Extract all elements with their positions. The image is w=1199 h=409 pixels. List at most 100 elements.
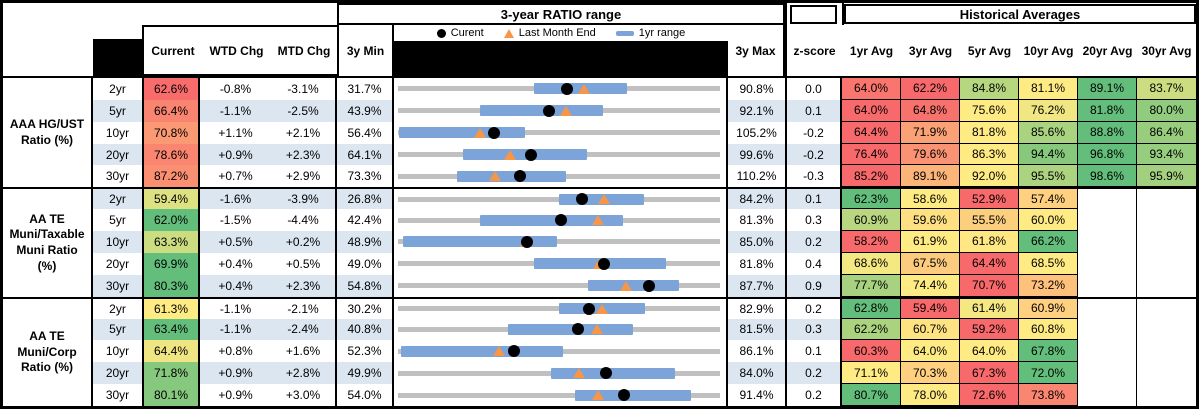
mtd-chg-cell: +2.3% xyxy=(271,274,337,297)
wtd-chg-cell: +0.9% xyxy=(200,384,271,406)
last-month-end-triangle-icon xyxy=(503,28,514,38)
range-chart-cell xyxy=(394,296,728,319)
avg-cell: 73.8% xyxy=(1019,384,1078,406)
current-marker xyxy=(543,104,556,117)
z-score-cell: 0.4 xyxy=(785,252,842,275)
min-cell: 49.0% xyxy=(337,252,394,275)
avg-cell: 88.8% xyxy=(1078,121,1137,144)
mtd-chg-cell: -2.5% xyxy=(271,99,337,122)
legend-range-label: 1yr range xyxy=(638,27,686,39)
col-1yr-avg: 1yr Avg xyxy=(842,25,901,76)
col-3yr-avg: 3yr Avg xyxy=(901,25,960,76)
z-score-cell: -0.2 xyxy=(785,143,842,166)
avg-cell: 64.4% xyxy=(842,121,901,144)
range-1yr-bar xyxy=(400,345,563,357)
avg-cell: 60.7% xyxy=(901,318,960,341)
current-cell: 59.4% xyxy=(142,187,200,210)
z-score-cell: 0.3 xyxy=(785,209,842,232)
avg-cell: 58.6% xyxy=(901,187,960,210)
range-1yr-bar xyxy=(399,127,526,139)
avg-cell: 76.2% xyxy=(1019,99,1078,122)
avg-cell: 95.5% xyxy=(1019,165,1078,188)
current-cell: 62.6% xyxy=(142,78,200,100)
last-month-end-marker xyxy=(493,346,506,357)
z-score-cell: 0.2 xyxy=(785,231,842,253)
avg-cell xyxy=(1078,252,1137,275)
current-marker xyxy=(555,214,568,227)
legend-current-label: Curent xyxy=(450,27,484,39)
avg-cell: 78.0% xyxy=(901,384,960,406)
current-marker xyxy=(571,323,584,336)
tenor-cell: 10yr xyxy=(93,121,142,144)
avg-cell: 61.9% xyxy=(901,231,960,253)
avg-cell: 98.6% xyxy=(1078,165,1137,188)
range-1yr-bar xyxy=(551,367,675,379)
last-month-end-marker xyxy=(620,280,633,291)
max-cell: 85.0% xyxy=(728,231,785,253)
range-chart-cell xyxy=(394,165,728,188)
avg-cell: 60.0% xyxy=(1019,209,1078,232)
avg-cell xyxy=(1137,318,1196,341)
last-month-end-marker xyxy=(573,368,586,379)
avg-cell: 64.0% xyxy=(842,99,901,122)
table-body: AAA HG/UST Ratio (%) 2yr 62.6% -0.8% -3.1% 31… xyxy=(3,78,1196,406)
range-1yr-bar xyxy=(508,323,634,335)
avg-cell: 62.3% xyxy=(842,187,901,210)
z-score-cell: 0.0 xyxy=(785,78,842,100)
col-30yr-avg: 30yr Avg xyxy=(1137,25,1196,76)
tenor-cell: 2yr xyxy=(93,296,142,319)
avg-cell xyxy=(1078,187,1137,210)
max-cell: 90.8% xyxy=(728,78,785,100)
last-month-end-marker xyxy=(591,390,604,401)
avg-cell: 61.8% xyxy=(960,231,1019,253)
range-1yr-bar xyxy=(480,214,624,226)
current-cell: 61.3% xyxy=(142,296,200,319)
current-cell: 62.0% xyxy=(142,209,200,232)
avg-cell xyxy=(1078,231,1137,253)
avg-cell: 85.6% xyxy=(1019,121,1078,144)
avg-cell: 68.5% xyxy=(1019,252,1078,275)
avg-cell: 68.6% xyxy=(842,252,901,275)
min-cell: 52.3% xyxy=(337,340,394,363)
legend-last-month-end: Last Month End xyxy=(503,27,596,39)
min-cell: 31.7% xyxy=(337,78,394,100)
min-cell: 56.4% xyxy=(337,121,394,144)
group-label: AA TE Muni/Taxable Muni Ratio (%) xyxy=(3,187,93,297)
avg-cell: 81.1% xyxy=(1019,78,1078,100)
col-20yr-avg: 20yr Avg xyxy=(1078,25,1137,76)
col-10yr-avg: 10yr Avg xyxy=(1019,25,1078,76)
current-cell: 80.3% xyxy=(142,274,200,297)
avg-cell: 70.7% xyxy=(960,274,1019,297)
avg-cell: 71.9% xyxy=(901,121,960,144)
range-3y-line xyxy=(398,130,720,136)
avg-cell: 64.8% xyxy=(901,99,960,122)
last-month-end-marker xyxy=(503,149,516,160)
avg-cell xyxy=(1078,340,1137,363)
mtd-chg-cell: +2.8% xyxy=(271,362,337,385)
wtd-chg-cell: +0.7% xyxy=(200,165,271,188)
tenor-cell: 20yr xyxy=(93,252,142,275)
avg-cell: 60.3% xyxy=(842,340,901,363)
avg-cell: 71.1% xyxy=(842,362,901,385)
last-month-end-marker xyxy=(597,194,610,205)
avg-cell: 61.4% xyxy=(960,296,1019,319)
range-1yr-bar xyxy=(587,280,679,292)
max-cell: 105.2% xyxy=(728,121,785,144)
mtd-chg-cell: -3.1% xyxy=(271,78,337,100)
tenor-cell: 30yr xyxy=(93,274,142,297)
current-cell: 69.9% xyxy=(142,252,200,275)
min-cell: 49.9% xyxy=(337,362,394,385)
legend-lme-label: Last Month End xyxy=(518,27,596,39)
avg-cell xyxy=(1078,362,1137,385)
wtd-chg-cell: +0.5% xyxy=(200,231,271,253)
wtd-chg-cell: -1.1% xyxy=(200,296,271,319)
max-cell: 82.9% xyxy=(728,296,785,319)
wtd-chg-cell: +0.9% xyxy=(200,362,271,385)
avg-cell: 95.9% xyxy=(1137,165,1196,188)
avg-cell xyxy=(1137,296,1196,319)
max-cell: 86.1% xyxy=(728,340,785,363)
wtd-chg-cell: +0.8% xyxy=(200,340,271,363)
mtd-chg-cell: -2.4% xyxy=(271,318,337,341)
z-column-divider xyxy=(785,3,787,76)
tenor-cell: 10yr xyxy=(93,340,142,363)
